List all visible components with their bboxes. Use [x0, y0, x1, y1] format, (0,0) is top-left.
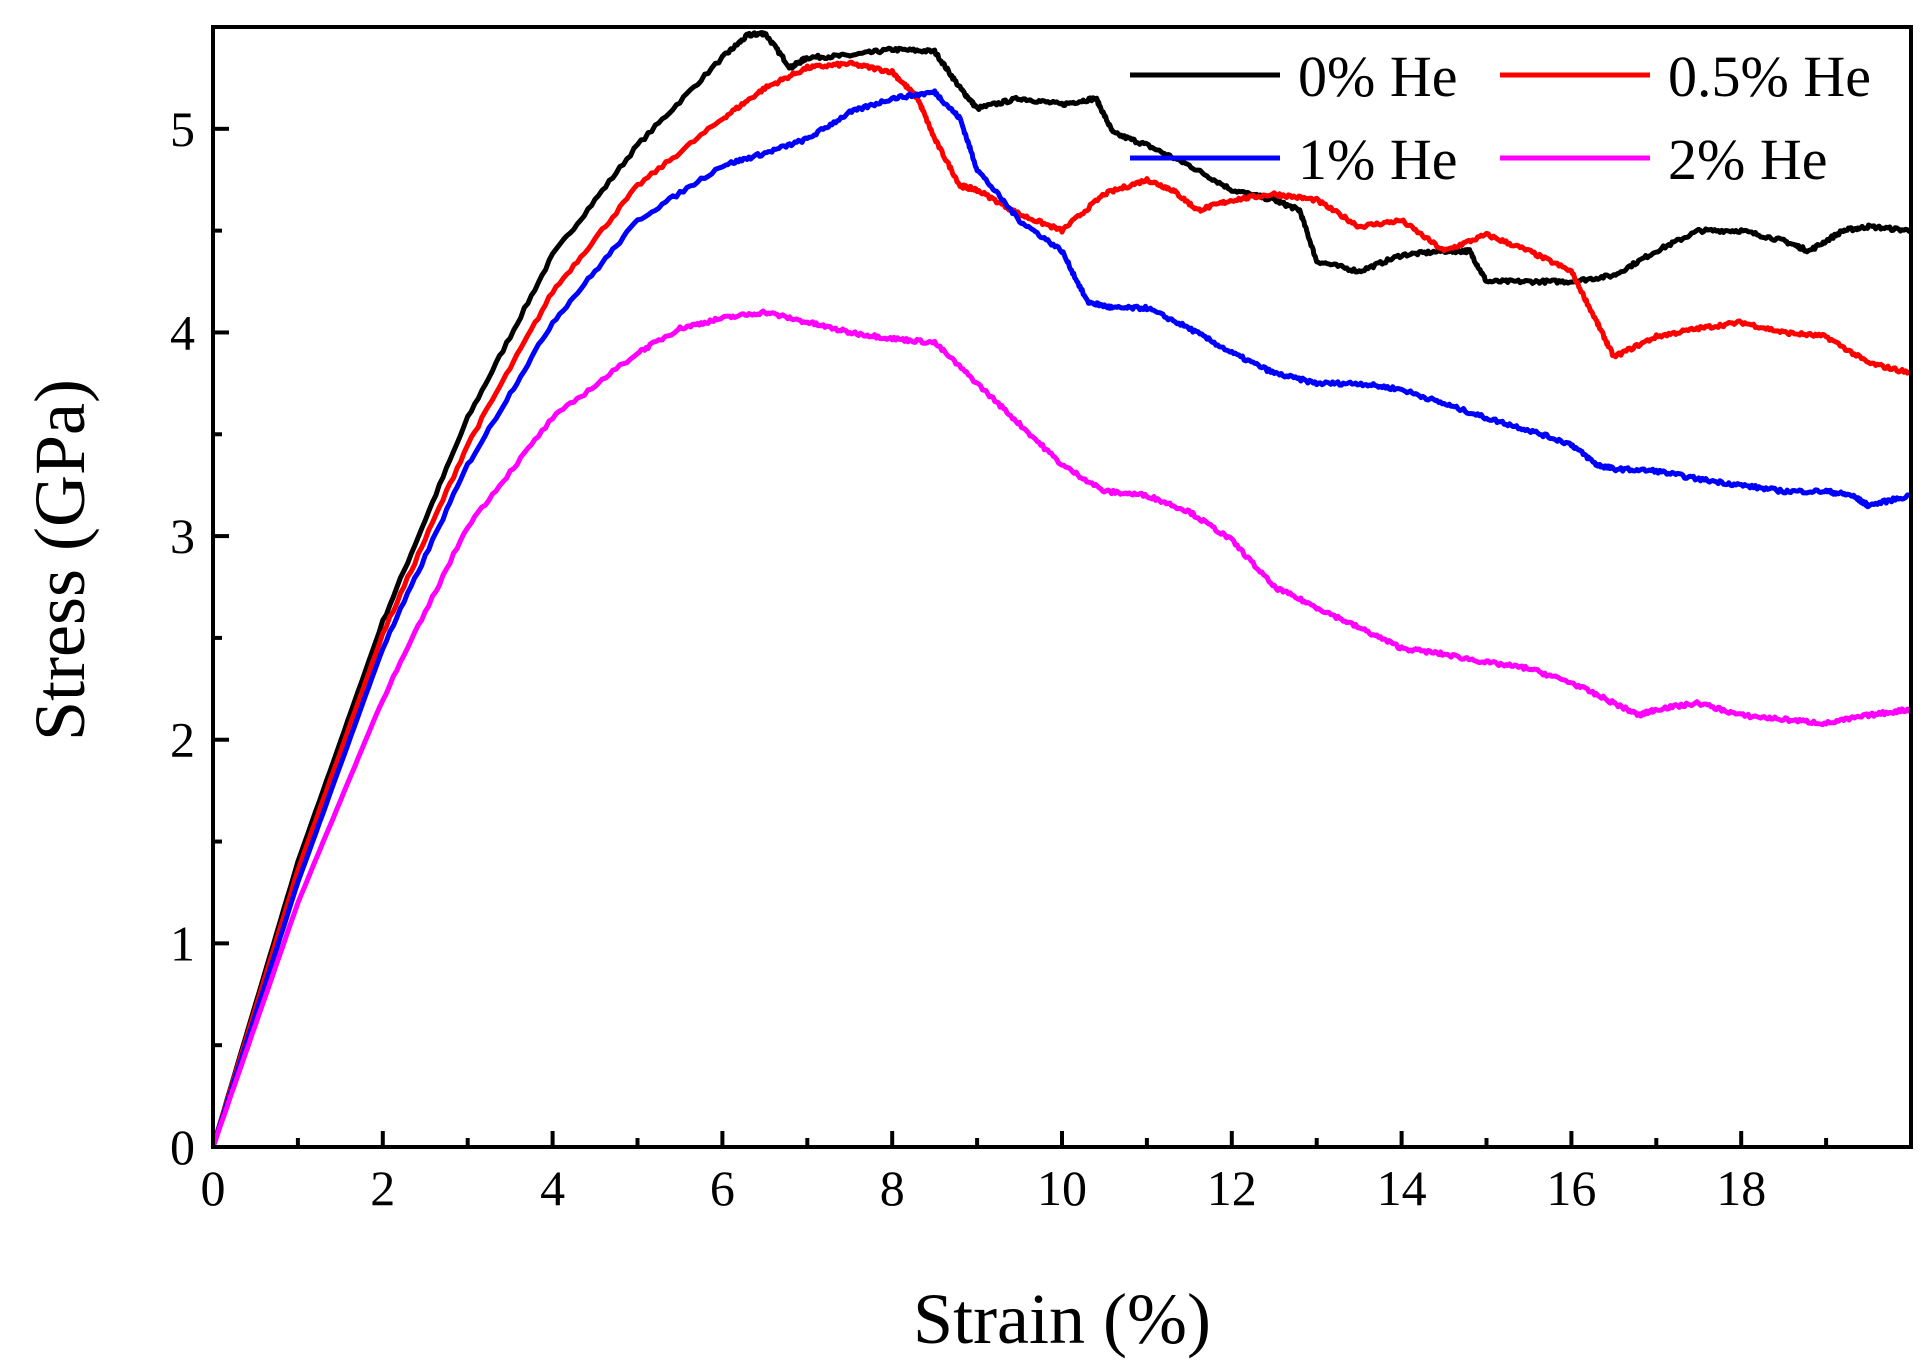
x-axis-title: Strain (%): [913, 1279, 1211, 1359]
x-tick-label: 10: [1037, 1160, 1087, 1216]
series-line-0-5-he: [213, 59, 1911, 1147]
y-tick-label: 4: [170, 304, 195, 360]
y-tick-label: 5: [170, 101, 195, 157]
ticks-layer: [211, 25, 1829, 1149]
x-tick-label: 4: [540, 1160, 565, 1216]
x-tick-label: 18: [1716, 1160, 1766, 1216]
plot-frame: [211, 25, 1913, 1149]
legend-label: 0% He: [1298, 44, 1457, 109]
series-line-1-he: [213, 88, 1911, 1147]
x-tick-label: 14: [1377, 1160, 1427, 1216]
legend: 0% He 0.5% He 1% He 2% He: [1130, 44, 1871, 192]
y-tick-label: 2: [170, 712, 195, 768]
series-line-0-he: [213, 30, 1911, 1147]
legend-label: 0.5% He: [1668, 44, 1871, 109]
x-tick-label: 2: [370, 1160, 395, 1216]
x-tick-label: 0: [201, 1160, 226, 1216]
y-axis-title: Stress (GPa): [20, 379, 100, 741]
x-tick-label: 6: [710, 1160, 735, 1216]
x-tick-label: 8: [880, 1160, 905, 1216]
y-tick-label: 1: [170, 915, 195, 971]
x-tick-label: 12: [1207, 1160, 1257, 1216]
y-tick-label: 0: [170, 1119, 195, 1175]
y-tick-label: 3: [170, 508, 195, 564]
series-line-2-he: [213, 308, 1911, 1147]
legend-label: 1% He: [1298, 127, 1457, 192]
series-layer: [213, 30, 1911, 1147]
x-tick-label: 16: [1546, 1160, 1596, 1216]
legend-label: 2% He: [1668, 127, 1827, 192]
